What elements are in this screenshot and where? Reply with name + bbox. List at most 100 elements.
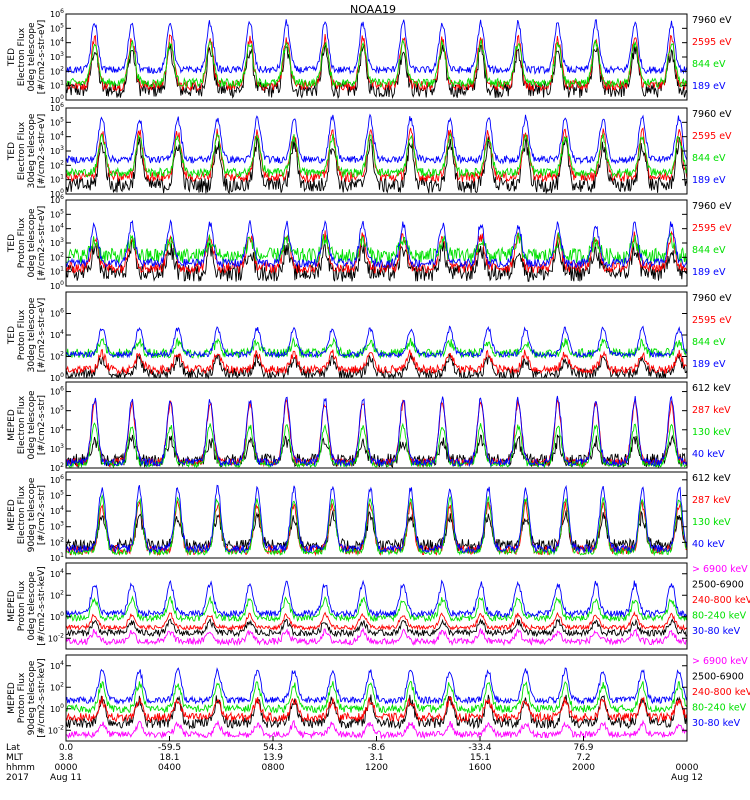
series-line-p1-3 — [65, 38, 688, 89]
legend-label: 80-240 keV — [692, 611, 747, 622]
legend-label: 844 eV — [692, 245, 726, 256]
series-line-p3-1 — [65, 239, 688, 282]
y-axis-label: [#/cm2-s-str-keV] — [37, 566, 47, 645]
panel-frame — [65, 381, 688, 469]
legend-label: 612 keV — [692, 383, 731, 394]
series-line-p6-3 — [65, 494, 688, 557]
xtick-label: 15.1 — [470, 753, 490, 763]
ytick-label: 105 — [50, 489, 64, 500]
xtick-label: 2000 — [572, 763, 595, 773]
figure-title: NOAA19 — [350, 3, 396, 16]
ytick-label: 104 — [50, 568, 64, 579]
ytick-label: 105 — [50, 405, 64, 416]
ytick-label: 105 — [50, 116, 64, 127]
x-axis-row-label: Lat — [6, 743, 21, 753]
panel-3: 100 101 102 103 104 105 106 TED Proton Flux 0deg … — [7, 194, 732, 291]
series-line-p8-5 — [65, 667, 688, 706]
series-line-p4-3 — [65, 336, 688, 360]
legend-label: 189 eV — [692, 267, 726, 278]
ytick-label: 103 — [50, 237, 64, 248]
y-axis-label: 30deg telescope — [27, 297, 37, 372]
y-axis-label: 90deg telescope — [27, 660, 37, 735]
legend-label: > 6900 keV — [692, 564, 748, 575]
xtick-label: 3.8 — [59, 753, 74, 763]
panel-frame — [65, 562, 688, 650]
ytick-label: 100 — [50, 703, 64, 714]
xtick-label: -33.4 — [468, 743, 492, 753]
xtick-label: Aug 12 — [671, 773, 703, 783]
y-axis-label: MEPED — [7, 682, 17, 714]
xtick-label: 1600 — [469, 763, 492, 773]
series-line-p4-4 — [65, 325, 688, 359]
y-axis-label: 30deg telescope — [27, 113, 37, 188]
ytick-label: 105 — [50, 208, 64, 219]
y-axis-label: TED — [7, 234, 17, 253]
legend-label: 844 eV — [692, 337, 726, 348]
series-line-p5-4 — [65, 395, 688, 468]
legend-label: 189 eV — [692, 175, 726, 186]
legend-label: 30-80 keV — [692, 718, 741, 729]
y-axis-label: Proton Flux — [17, 217, 27, 268]
ytick-label: 100 — [50, 94, 64, 105]
series-line-p6-4 — [65, 484, 688, 554]
series-line-p2-4 — [65, 113, 688, 165]
panel-frame — [65, 291, 688, 379]
ytick-label: 102 — [50, 351, 64, 362]
ytick-label: 102 — [50, 681, 64, 692]
xtick-label: 0000 — [676, 763, 699, 773]
ytick-label: 106 — [50, 308, 64, 319]
y-axis-label: TED — [7, 48, 17, 67]
xtick-label: -59.5 — [158, 743, 181, 753]
series-line-p8-1 — [65, 719, 688, 740]
ytick-label: 102 — [50, 536, 64, 547]
legend-label: 2500-6900 — [692, 672, 744, 683]
legend-label: 40 keV — [692, 539, 725, 550]
series-line-p3-3 — [65, 232, 688, 265]
ytick-label: 10-2 — [48, 724, 64, 735]
ytick-label: 106 — [50, 386, 64, 397]
series-line-p7-2 — [66, 618, 688, 638]
series-line-p4-2 — [65, 348, 688, 376]
y-axis-label: 0deg telescope — [27, 390, 37, 460]
y-axis-label: TED — [7, 142, 17, 161]
legend-label: 30-80 keV — [692, 626, 741, 637]
ytick-label: 100 — [50, 188, 64, 199]
ytick-label: 100 — [50, 611, 64, 622]
y-axis-label: [#/cm2-s-str] — [37, 485, 47, 545]
ytick-label: 103 — [50, 145, 64, 156]
legend-label: 2595 eV — [692, 131, 732, 142]
ytick-label: 101 — [50, 174, 64, 185]
y-axis-label: Electron Flux — [17, 395, 27, 454]
x-axis-row-label: 2017 — [6, 773, 29, 783]
series-line-p7-1 — [65, 627, 687, 647]
y-axis-label: 90deg telescope — [27, 477, 37, 552]
y-axis-label: MEPED — [7, 409, 17, 441]
y-axis-label: Electron Flux — [17, 27, 27, 86]
xtick-label: 54.3 — [263, 743, 283, 753]
legend-label: 2595 eV — [692, 37, 732, 48]
panel-4: 100 102 104 106 TED Proton Flux 30deg telescop… — [7, 291, 732, 383]
panel-2: 100 101 102 103 104 105 106 TED Electron Flux 30d… — [7, 102, 732, 199]
ytick-label: 102 — [50, 462, 64, 473]
y-axis-label: [#/cm2-s-str-eV] — [37, 206, 47, 281]
y-axis-label: [#/cm2-s-str] — [37, 395, 47, 455]
ytick-label: 102 — [50, 589, 64, 600]
y-axis-label: Electron Flux — [17, 121, 27, 180]
legend-label: 612 keV — [692, 473, 731, 484]
legend-label: 7960 eV — [692, 15, 732, 26]
y-axis-label: [#/cm2-s-str-keV] — [37, 658, 47, 737]
series-line-p2-1 — [65, 136, 688, 194]
legend-label: 240-800 keV — [692, 687, 750, 698]
ytick-label: 104 — [50, 505, 64, 516]
ytick-label: 104 — [50, 329, 64, 340]
series-line-p2-3 — [65, 132, 688, 179]
panel-frame — [65, 471, 688, 559]
y-axis-label: Electron Flux — [17, 485, 27, 544]
xtick-label: -8.6 — [368, 743, 386, 753]
ytick-label: 103 — [50, 51, 64, 62]
xtick-label: 0400 — [158, 763, 181, 773]
y-axis-label: 0deg telescope — [27, 208, 37, 278]
ytick-label: 102 — [50, 159, 64, 170]
